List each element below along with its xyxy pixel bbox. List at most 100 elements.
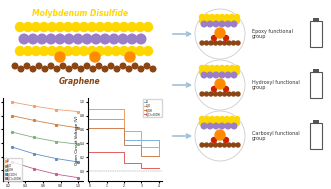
Text: Epoxy functional
group: Epoxy functional group (252, 29, 293, 39)
G_C(=O)OH (139, 167, 143, 169)
G (32, 105, 36, 107)
Circle shape (229, 121, 234, 125)
Circle shape (210, 19, 214, 23)
Circle shape (127, 22, 136, 32)
FancyBboxPatch shape (310, 72, 322, 98)
Line: G_C(=O)OH: G_C(=O)OH (11, 161, 79, 178)
Circle shape (30, 66, 36, 72)
Circle shape (212, 36, 216, 40)
FancyArrowPatch shape (173, 134, 190, 138)
Circle shape (200, 121, 205, 125)
Circle shape (48, 46, 57, 56)
Circle shape (234, 19, 240, 23)
Circle shape (214, 66, 219, 70)
Circle shape (224, 116, 229, 122)
Circle shape (90, 52, 100, 62)
Circle shape (42, 66, 48, 72)
Circle shape (218, 143, 222, 147)
Circle shape (39, 46, 49, 56)
Text: Graphene: Graphene (59, 77, 101, 85)
G_O (54, 123, 58, 126)
G_O (122, 130, 126, 132)
G_O (10, 115, 14, 117)
Circle shape (72, 63, 78, 69)
Circle shape (231, 123, 237, 129)
Circle shape (205, 19, 210, 23)
Circle shape (227, 143, 231, 147)
Circle shape (229, 70, 234, 74)
Y-axis label: Open Circuit Voltage (V): Open Circuit Voltage (V) (74, 115, 78, 165)
Circle shape (55, 52, 65, 62)
Circle shape (119, 46, 128, 56)
Circle shape (213, 123, 219, 129)
Circle shape (207, 72, 213, 78)
Circle shape (213, 92, 217, 96)
Circle shape (231, 72, 237, 78)
Circle shape (66, 66, 72, 72)
Circle shape (114, 66, 120, 72)
Legend: G, G_O, G_OH, G_C(=O)OH: G, G_O, G_OH, G_C(=O)OH (143, 99, 162, 117)
G_COOH (32, 153, 36, 155)
Circle shape (234, 66, 240, 70)
Circle shape (212, 87, 216, 91)
G_OH (10, 131, 14, 133)
Circle shape (109, 34, 119, 44)
G_O (32, 119, 36, 122)
Circle shape (219, 70, 224, 74)
Circle shape (210, 116, 214, 122)
G_COOH (76, 161, 80, 163)
Circle shape (212, 138, 216, 143)
Circle shape (112, 46, 120, 56)
Circle shape (96, 22, 105, 32)
Circle shape (219, 15, 224, 19)
Circle shape (84, 63, 90, 69)
Circle shape (48, 22, 57, 32)
Circle shape (219, 21, 225, 27)
Circle shape (16, 22, 24, 32)
Circle shape (56, 46, 65, 56)
Circle shape (214, 19, 219, 23)
Text: Hydroxyl functional
group: Hydroxyl functional group (252, 80, 300, 90)
Circle shape (222, 92, 226, 96)
Circle shape (210, 70, 214, 74)
FancyBboxPatch shape (313, 120, 319, 123)
G (87, 118, 91, 120)
Circle shape (78, 66, 84, 72)
Circle shape (104, 46, 113, 56)
FancyBboxPatch shape (311, 34, 321, 46)
Circle shape (150, 66, 156, 72)
G_O (105, 108, 109, 110)
Circle shape (205, 121, 210, 125)
Circle shape (213, 143, 217, 147)
G_OH (76, 143, 80, 145)
Circle shape (48, 63, 54, 69)
Circle shape (209, 92, 213, 96)
Circle shape (135, 46, 145, 56)
Circle shape (236, 143, 240, 147)
Circle shape (200, 116, 205, 122)
G (139, 139, 143, 141)
Circle shape (60, 63, 66, 69)
Circle shape (207, 123, 213, 129)
Circle shape (205, 116, 210, 122)
Line: G_C(=O)OH: G_C(=O)OH (89, 152, 159, 168)
Circle shape (37, 34, 47, 44)
Circle shape (24, 63, 30, 69)
G_C(=O)OH (105, 150, 109, 153)
G_OH (87, 127, 91, 129)
Circle shape (39, 22, 49, 32)
Circle shape (112, 22, 120, 32)
FancyBboxPatch shape (311, 139, 321, 148)
Circle shape (223, 36, 228, 40)
Circle shape (236, 41, 240, 45)
Circle shape (214, 70, 219, 74)
Circle shape (224, 66, 229, 70)
Circle shape (144, 46, 153, 56)
Circle shape (90, 66, 96, 72)
Circle shape (219, 123, 225, 129)
Circle shape (200, 41, 204, 45)
Circle shape (195, 111, 245, 161)
Circle shape (118, 34, 128, 44)
Circle shape (210, 121, 214, 125)
G (54, 108, 58, 111)
